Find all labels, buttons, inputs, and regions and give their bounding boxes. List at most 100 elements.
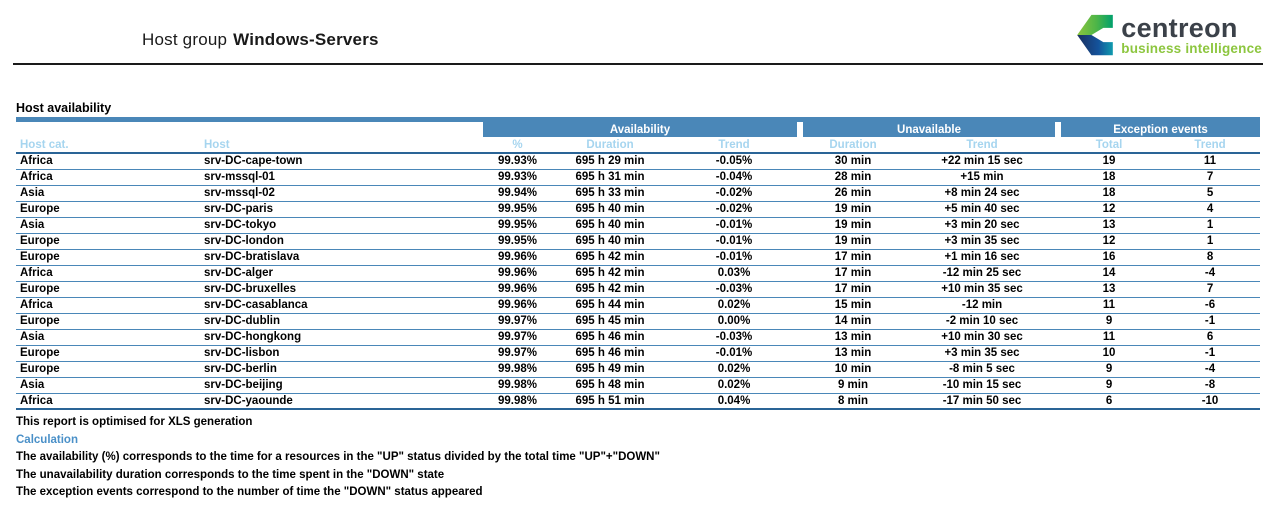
unavailable-duration-cell: 17 min <box>800 281 906 298</box>
availability-trend-cell: 0.00% <box>668 313 800 330</box>
exception-total-cell: 11 <box>1058 329 1161 346</box>
page-title: Host group Windows-Servers <box>142 30 379 50</box>
host-category-cell: Africa <box>16 169 200 186</box>
availability-trend-cell: -0.05% <box>668 153 800 170</box>
unavailable-duration-cell: 13 min <box>800 345 906 362</box>
availability-duration-cell: 695 h 49 min <box>552 361 668 378</box>
availability-percent-cell: 99.98% <box>483 361 552 378</box>
host-name-cell: srv-DC-casablanca <box>200 297 483 314</box>
availability-percent-cell: 99.97% <box>483 329 552 346</box>
group-header-exception-events: Exception events <box>1055 122 1261 137</box>
host-category-cell: Europe <box>16 281 200 298</box>
exception-total-cell: 18 <box>1058 169 1161 186</box>
exception-total-cell: 12 <box>1058 233 1161 250</box>
availability-duration-cell: 695 h 44 min <box>552 297 668 314</box>
logo-tagline-text: business intelligence <box>1121 40 1262 56</box>
xls-note: This report is optimised for XLS generat… <box>16 416 253 428</box>
unavailable-duration-cell: 19 min <box>800 201 906 218</box>
table-row: Europe srv-DC-lisbon 99.97% 695 h 46 min -0.… <box>16 345 1261 362</box>
host-name-cell: srv-DC-yaounde <box>200 393 483 410</box>
exception-total-cell: 18 <box>1058 185 1161 202</box>
group-header-spacer <box>16 122 483 137</box>
exception-total-cell: 16 <box>1058 249 1161 266</box>
exception-total-cell: 10 <box>1058 345 1161 362</box>
availability-duration-cell: 695 h 48 min <box>552 377 668 394</box>
page-title-prefix: Host group <box>142 30 228 49</box>
availability-percent-cell: 99.98% <box>483 393 552 410</box>
table-row: Africa srv-DC-cape-town 99.93% 695 h 29 min… <box>16 153 1261 170</box>
availability-trend-cell: 0.02% <box>668 297 800 314</box>
exception-trend-cell: 4 <box>1160 201 1261 218</box>
unavailable-trend-cell: +3 min 35 sec <box>906 233 1059 250</box>
unavailable-trend-cell: +5 min 40 sec <box>906 201 1059 218</box>
exception-trend-cell: 7 <box>1160 281 1261 298</box>
exception-total-cell: 19 <box>1058 153 1161 170</box>
unavailable-duration-cell: 30 min <box>800 153 906 170</box>
host-category-cell: Europe <box>16 233 200 250</box>
exception-total-cell: 14 <box>1058 265 1161 282</box>
column-header-exception-trend: Trend <box>1160 137 1261 154</box>
host-name-cell: srv-DC-berlin <box>200 361 483 378</box>
unavailable-trend-cell: +3 min 20 sec <box>906 217 1059 234</box>
table-row: Europe srv-DC-bruxelles 99.96% 695 h 42 min… <box>16 281 1261 298</box>
report-header: Host group Windows-Servers centreon bu <box>0 0 1276 63</box>
host-category-cell: Europe <box>16 201 200 218</box>
exception-trend-cell: -1 <box>1160 313 1261 330</box>
unavailable-trend-cell: +15 min <box>906 169 1059 186</box>
exception-trend-cell: -8 <box>1160 377 1261 394</box>
column-header-availability-trend: Trend <box>668 137 800 154</box>
availability-trend-cell: 0.03% <box>668 265 800 282</box>
column-header-host: Host <box>200 137 483 154</box>
availability-percent-cell: 99.98% <box>483 377 552 394</box>
group-header-unavailable: Unavailable <box>796 122 1059 137</box>
centreon-logo-icon <box>1077 14 1114 56</box>
unavailable-duration-cell: 28 min <box>800 169 906 186</box>
table-row: Europe srv-DC-bratislava 99.96% 695 h 42 mi… <box>16 249 1261 266</box>
exception-trend-cell: 1 <box>1160 233 1261 250</box>
exception-events-definition: The exception events correspond to the n… <box>16 486 483 498</box>
host-availability-table-wrap: Availability Unavailable Exception event… <box>16 122 1261 410</box>
unavailable-trend-cell: -8 min 5 sec <box>906 361 1059 378</box>
availability-duration-cell: 695 h 42 min <box>552 281 668 298</box>
host-category-cell: Asia <box>16 329 200 346</box>
unavailable-duration-cell: 17 min <box>800 249 906 266</box>
unavailable-trend-cell: +3 min 35 sec <box>906 345 1059 362</box>
unavailable-trend-cell: -10 min 15 sec <box>906 377 1059 394</box>
unavailable-duration-cell: 26 min <box>800 185 906 202</box>
availability-duration-cell: 695 h 46 min <box>552 345 668 362</box>
host-category-cell: Africa <box>16 297 200 314</box>
availability-duration-cell: 695 h 42 min <box>552 249 668 266</box>
page-title-hostgroup: Windows-Servers <box>233 30 379 49</box>
host-name-cell: srv-mssql-02 <box>200 185 483 202</box>
exception-total-cell: 13 <box>1058 217 1161 234</box>
exception-total-cell: 12 <box>1058 201 1161 218</box>
availability-percent-cell: 99.97% <box>483 313 552 330</box>
availability-percent-cell: 99.95% <box>483 201 552 218</box>
section-title-underline-bar <box>16 117 1260 122</box>
host-category-cell: Europe <box>16 249 200 266</box>
host-name-cell: srv-DC-paris <box>200 201 483 218</box>
table-row: Africa srv-DC-yaounde 99.98% 695 h 51 min 0.… <box>16 393 1261 410</box>
exception-trend-cell: 5 <box>1160 185 1261 202</box>
availability-trend-cell: -0.01% <box>668 217 800 234</box>
host-availability-table: Availability Unavailable Exception event… <box>16 122 1261 410</box>
table-row: Africa srv-DC-casablanca 99.96% 695 h 44 mi… <box>16 297 1261 314</box>
exception-trend-cell: -6 <box>1160 297 1261 314</box>
column-header-host-cat: Host cat. <box>16 137 200 154</box>
unavailable-duration-cell: 19 min <box>800 217 906 234</box>
host-name-cell: srv-DC-beijing <box>200 377 483 394</box>
exception-total-cell: 13 <box>1058 281 1161 298</box>
table-row: Asia srv-DC-beijing 99.98% 695 h 48 min 0.02… <box>16 377 1261 394</box>
host-category-cell: Africa <box>16 265 200 282</box>
host-category-cell: Asia <box>16 377 200 394</box>
table-row: Asia srv-mssql-02 99.94% 695 h 33 min -0.02%… <box>16 185 1261 202</box>
host-category-cell: Asia <box>16 217 200 234</box>
exception-total-cell: 9 <box>1058 313 1161 330</box>
availability-percent-cell: 99.93% <box>483 169 552 186</box>
host-name-cell: srv-DC-bratislava <box>200 249 483 266</box>
column-header-exception-total: Total <box>1058 137 1161 154</box>
availability-trend-cell: 0.04% <box>668 393 800 410</box>
availability-percent-cell: 99.94% <box>483 185 552 202</box>
availability-percent-cell: 99.95% <box>483 217 552 234</box>
column-header-unavailable-duration: Duration <box>800 137 906 154</box>
